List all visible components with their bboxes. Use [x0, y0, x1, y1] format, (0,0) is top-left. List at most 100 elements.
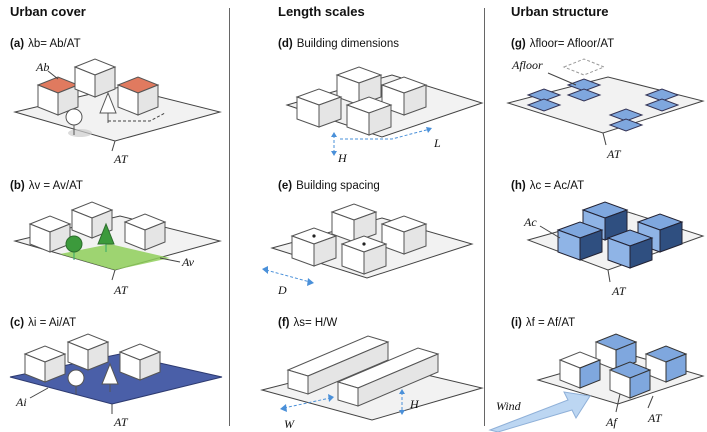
label-ai: Ai [15, 395, 27, 409]
panel-e-formula: Building spacing [296, 180, 380, 192]
tree-round [67, 369, 85, 394]
column-title-length-scales: Length scales [278, 4, 365, 19]
spacing-arrow-head-left [262, 266, 268, 274]
width-arrow [283, 397, 331, 409]
label-d: D [277, 283, 287, 297]
floor-slab-2 [526, 88, 562, 112]
floor-slab-1 [562, 58, 606, 102]
width-arrow-head-left [280, 404, 287, 412]
label-l: L [433, 136, 441, 150]
wind-arrow [488, 391, 591, 432]
height-arrow-head-bottom [399, 410, 405, 415]
building-back [330, 203, 378, 243]
label-ab: Ab [35, 60, 49, 74]
column-divider-2 [484, 8, 485, 426]
label-at-b: AT [113, 283, 129, 297]
label-at-a: AT [113, 152, 129, 166]
label-at-i: AT [647, 411, 663, 425]
panel-f-diagram: H W [260, 335, 484, 431]
building-roofed-right [116, 76, 160, 116]
building-front [345, 96, 393, 136]
panel-c-formula: λi = Ai/AT [28, 317, 77, 329]
building-right [380, 215, 428, 255]
panel-i-tag: (i) [511, 317, 522, 329]
panel-a-formula: λb= Ab/AT [28, 38, 81, 50]
panel-h-label: (h) λc = Ac/AT [511, 180, 584, 192]
leader-at-a [111, 140, 116, 152]
panel-f-label: (f) λs= H/W [278, 317, 337, 329]
panel-a-tag: (a) [10, 38, 25, 50]
blue-building-left [556, 221, 604, 261]
building-left [558, 351, 602, 389]
label-ac: Ac [523, 215, 537, 229]
label-at-h: AT [611, 284, 627, 298]
panel-e-diagram: D [262, 203, 474, 297]
floor-slab-4 [608, 108, 644, 132]
tree-conical-green [97, 222, 115, 252]
spacing-arrow [265, 269, 311, 283]
label-h-f: H [409, 397, 420, 411]
panel-g-tag: (g) [511, 38, 526, 50]
building-front [340, 235, 388, 275]
leader-ac [539, 225, 561, 239]
building-middle [70, 201, 114, 239]
panel-c-tag: (c) [10, 317, 25, 329]
height-arrow-head-bottom [331, 151, 337, 156]
label-av: Av [181, 255, 195, 269]
height-arrow-head-top [331, 132, 337, 137]
tree-round-green [65, 235, 83, 260]
label-at-c: AT [113, 415, 129, 429]
dashed-area-outline [108, 112, 166, 122]
panel-d-tag: (d) [278, 38, 293, 50]
column-title-urban-structure: Urban structure [511, 4, 609, 19]
leader-afloor [547, 72, 577, 86]
tree-round [65, 108, 92, 137]
label-at-g: AT [606, 147, 622, 161]
panel-c-diagram: Ai AT [9, 333, 223, 429]
building-left [295, 88, 343, 128]
height-arrow-head-top [399, 389, 405, 394]
label-af: Af [605, 415, 618, 429]
leader-at-g [602, 132, 607, 146]
building-middle [73, 58, 117, 98]
tree-conical [101, 362, 119, 392]
slab-building-right [336, 347, 440, 407]
panel-b-formula: λv = Av/AT [28, 180, 83, 192]
panel-g-label: (g) λfloor= Afloor/AT [511, 38, 614, 50]
panel-d-label: (d) Building dimensions [278, 38, 399, 50]
vegetation-area [60, 244, 170, 270]
building-left [290, 227, 338, 267]
label-h: H [337, 151, 348, 165]
leader-at-h [607, 269, 611, 283]
building-left [28, 215, 72, 253]
building-right [644, 345, 688, 383]
leader-af [615, 393, 621, 413]
slab-building-left [286, 335, 390, 395]
panel-b-tag: (b) [10, 180, 25, 192]
panel-c-label: (c) λi = Ai/AT [10, 317, 76, 329]
panel-b-diagram: Av AT [13, 201, 222, 297]
panel-h-formula: λc = Ac/AT [529, 180, 585, 192]
leader-ai [29, 387, 49, 399]
label-w: W [284, 417, 295, 431]
panel-a-diagram: Ab AT [13, 58, 222, 166]
panel-g-formula: λfloor= Afloor/AT [529, 38, 615, 50]
column-divider-1 [229, 8, 230, 426]
blue-building-front [606, 229, 654, 269]
building-roofed-left [36, 76, 80, 116]
length-arrow-head [426, 127, 432, 133]
floor-slab-3 [644, 88, 680, 112]
panel-h-diagram: Ac AT [523, 201, 705, 298]
leader-ab [47, 70, 59, 80]
panel-i-label: (i) λf = Af/AT [511, 317, 575, 329]
panel-i-diagram: Wind Af AT [488, 333, 705, 432]
column-title-urban-cover: Urban cover [10, 4, 86, 19]
building-left [23, 345, 67, 383]
leader-at-i [647, 395, 654, 409]
building-front [608, 361, 652, 399]
panel-g-diagram: Afloor AT [506, 58, 705, 161]
panel-e-tag: (e) [278, 180, 293, 192]
leader-at-b [111, 269, 116, 281]
panel-f-tag: (f) [278, 317, 290, 329]
building-middle [66, 333, 110, 371]
